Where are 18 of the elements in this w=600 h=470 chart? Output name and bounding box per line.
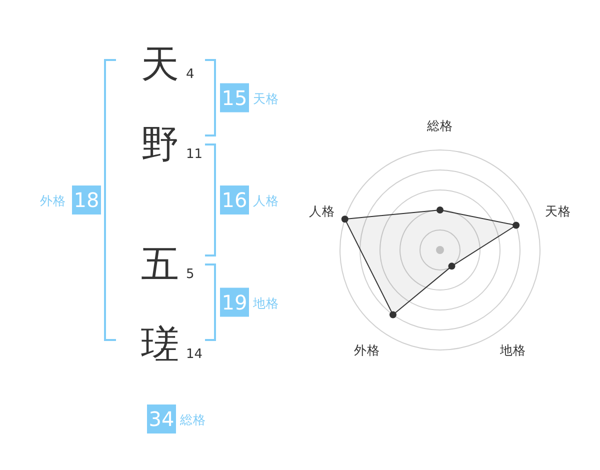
data-label: 14 xyxy=(186,347,203,362)
text: 人格 xyxy=(253,193,279,208)
spoke-label: 外格 xyxy=(354,342,380,358)
text: 天格 xyxy=(253,90,279,106)
data-label: 5 xyxy=(186,267,194,282)
category-label: 瑳 xyxy=(141,322,179,366)
spoke-label: 総格 xyxy=(426,118,453,133)
data-label: 4 xyxy=(186,67,194,82)
spoke-label: 天格 xyxy=(544,204,571,219)
data-label: 11 xyxy=(186,147,203,162)
text: 外格 xyxy=(40,193,66,208)
category-label: 天 xyxy=(141,42,179,86)
category-label: 野 xyxy=(141,122,179,166)
text: 総格 xyxy=(179,412,206,427)
text: 地格 xyxy=(252,295,279,310)
spoke-label: 人格 xyxy=(309,204,336,219)
category-label: 五 xyxy=(141,242,179,286)
spoke-label: 地格 xyxy=(498,342,526,358)
